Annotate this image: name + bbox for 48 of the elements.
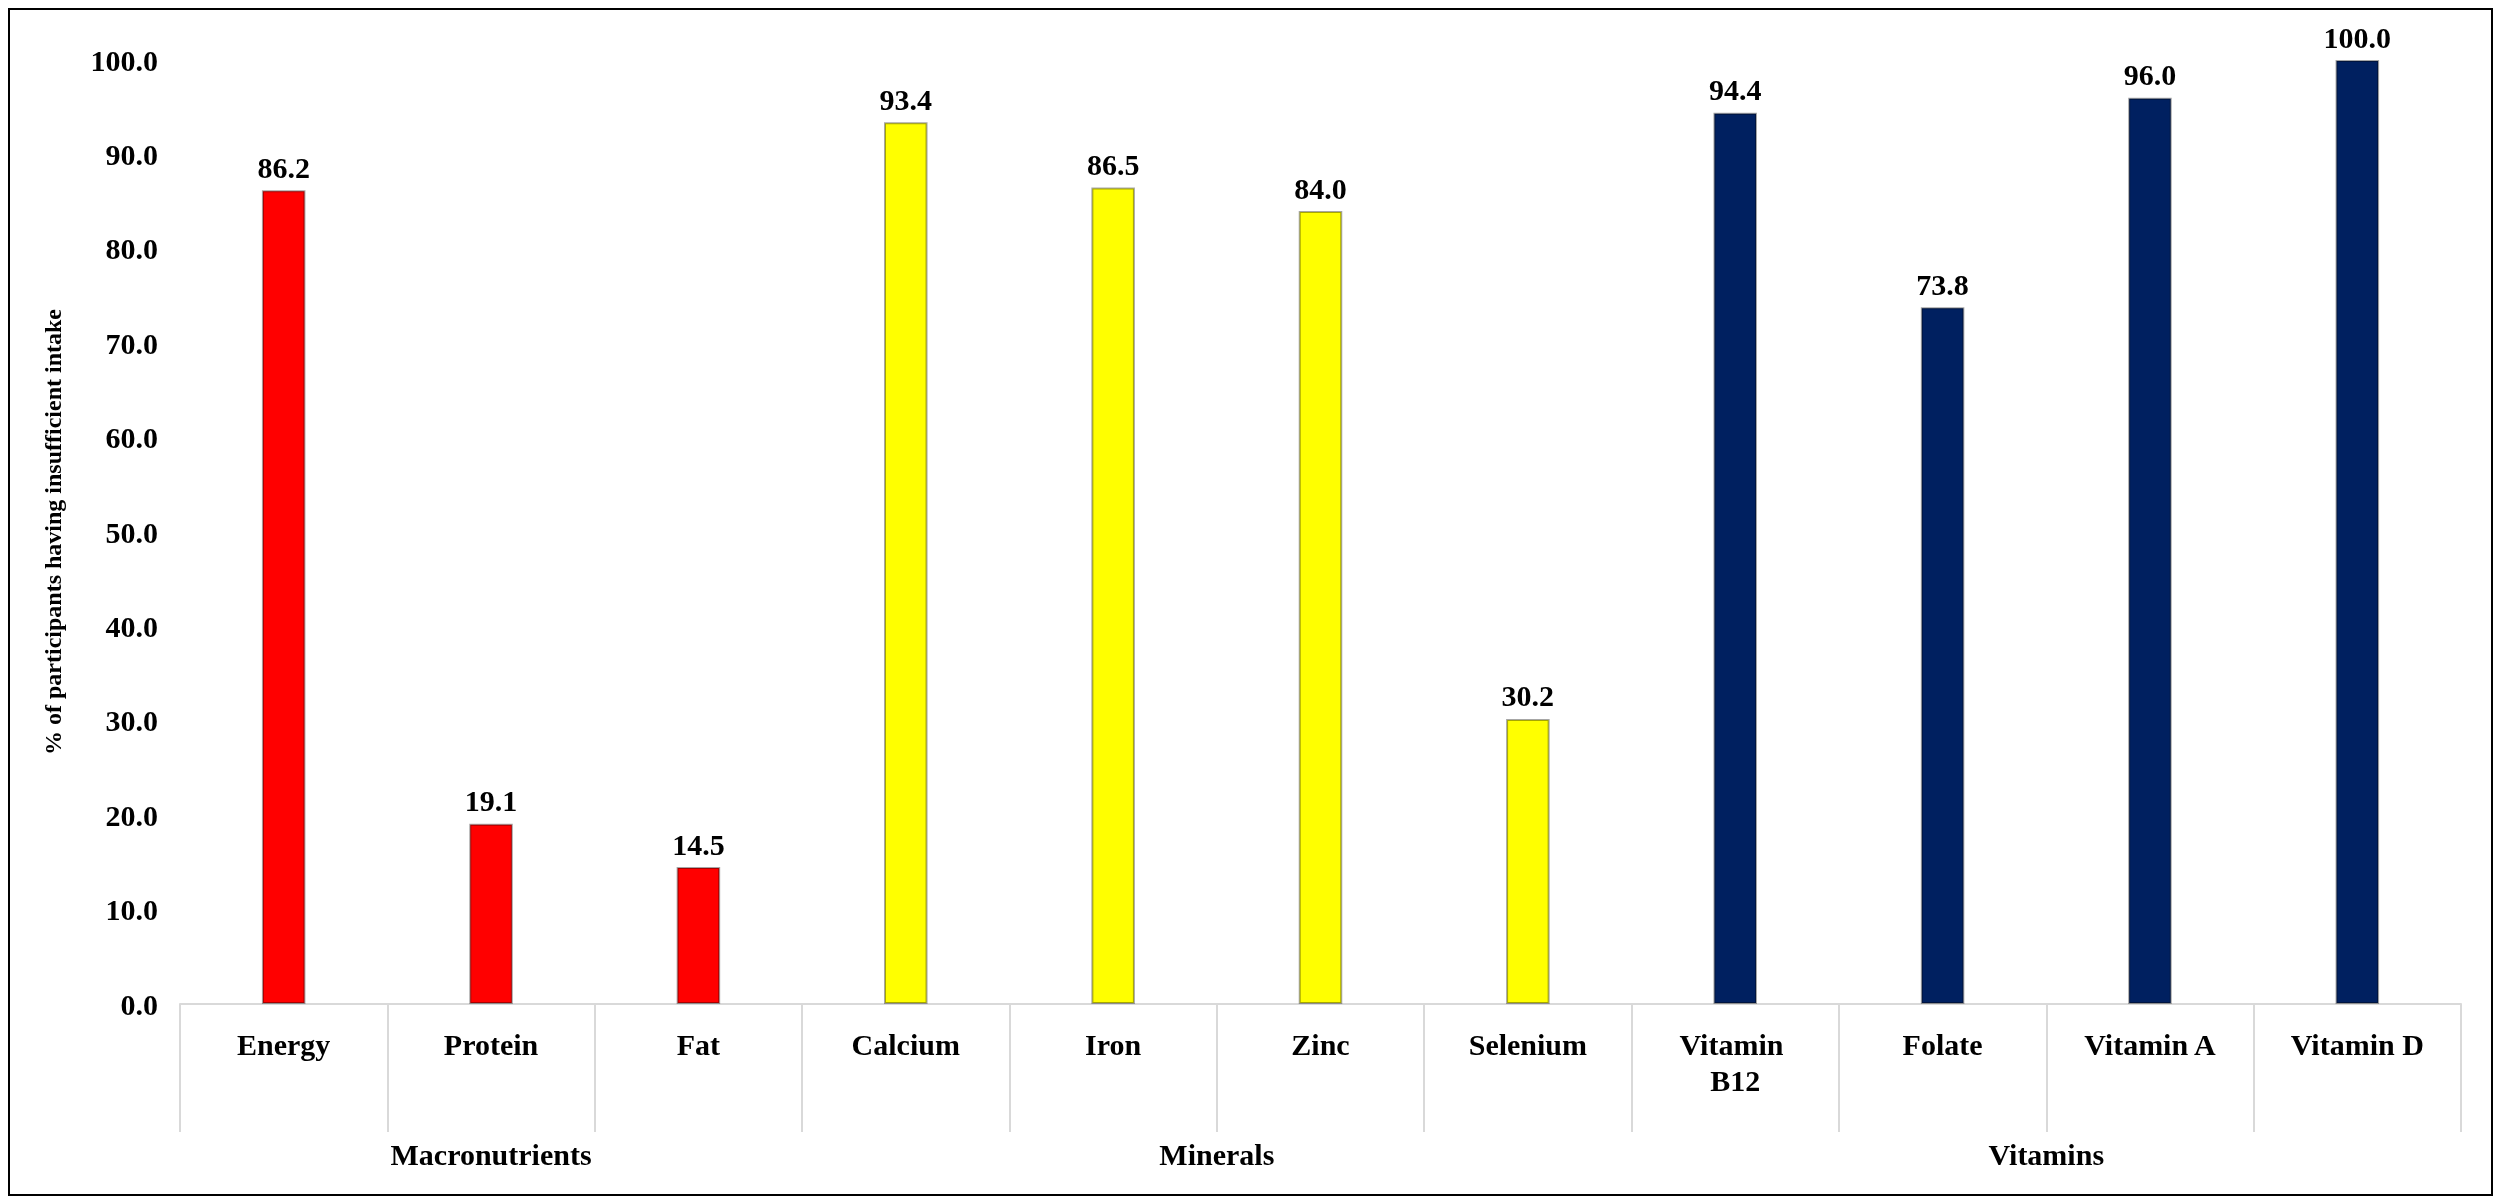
data-label: 86.2 xyxy=(257,150,310,184)
bar xyxy=(2128,97,2172,1004)
y-tick-label: 80.0 xyxy=(105,232,158,266)
x-tick-label: Fat xyxy=(676,1027,721,1061)
y-axis-title: % of participants having insufficient intake xyxy=(40,308,66,756)
x-tick-label: Zinc xyxy=(1291,1027,1350,1061)
x-tick-label: Selenium xyxy=(1468,1027,1588,1061)
data-label: 86.5 xyxy=(1086,147,1140,181)
x-tick-label: Protein xyxy=(443,1027,539,1061)
x-tick-label: Iron xyxy=(1085,1027,1142,1061)
bar xyxy=(884,122,928,1004)
y-tick-label: 100.0 xyxy=(90,43,158,77)
text: Macronutrients xyxy=(390,1137,592,1171)
bar xyxy=(1713,112,1757,1004)
data-label: 19.1 xyxy=(464,784,518,818)
data-label: 93.4 xyxy=(879,82,933,116)
y-tick-label: 70.0 xyxy=(105,326,158,360)
x-tick-label: Vitamin A xyxy=(2084,1027,2216,1061)
x-tick-label: Energy xyxy=(237,1027,331,1061)
text: Minerals xyxy=(1159,1137,1275,1171)
bar xyxy=(1920,307,1965,1004)
bar xyxy=(261,190,306,1004)
data-label: 84.0 xyxy=(1294,171,1347,205)
x-tick-label: Vitamin B12 xyxy=(1679,1027,1791,1097)
bar xyxy=(469,823,513,1004)
data-label: 30.2 xyxy=(1501,679,1555,713)
x-tick-label: Folate xyxy=(1902,1027,1983,1061)
data-label: 96.0 xyxy=(2123,58,2177,92)
bar xyxy=(1506,718,1550,1004)
x-tick-label: Calcium xyxy=(851,1027,960,1061)
bar xyxy=(676,867,721,1004)
text: Vitamins xyxy=(1988,1137,2105,1171)
data-label: 14.5 xyxy=(672,827,725,861)
y-tick-label: 90.0 xyxy=(105,137,158,171)
bar xyxy=(2335,60,2380,1004)
y-tick-label: 40.0 xyxy=(105,609,158,643)
y-tick-label: 50.0 xyxy=(105,515,158,549)
bar xyxy=(1298,211,1343,1004)
bar xyxy=(1091,187,1135,1004)
y-tick-label: 0.0 xyxy=(120,987,158,1021)
y-tick-label: 30.0 xyxy=(105,704,158,738)
y-tick-label: 60.0 xyxy=(105,421,158,455)
data-label: 100.0 xyxy=(2323,20,2392,54)
y-tick-label: 20.0 xyxy=(105,798,158,832)
data-label: 94.4 xyxy=(1708,73,1762,107)
y-tick-label: 10.0 xyxy=(105,893,158,927)
x-tick-label: Vitamin D xyxy=(2290,1027,2424,1061)
data-label: 73.8 xyxy=(1916,267,1969,301)
